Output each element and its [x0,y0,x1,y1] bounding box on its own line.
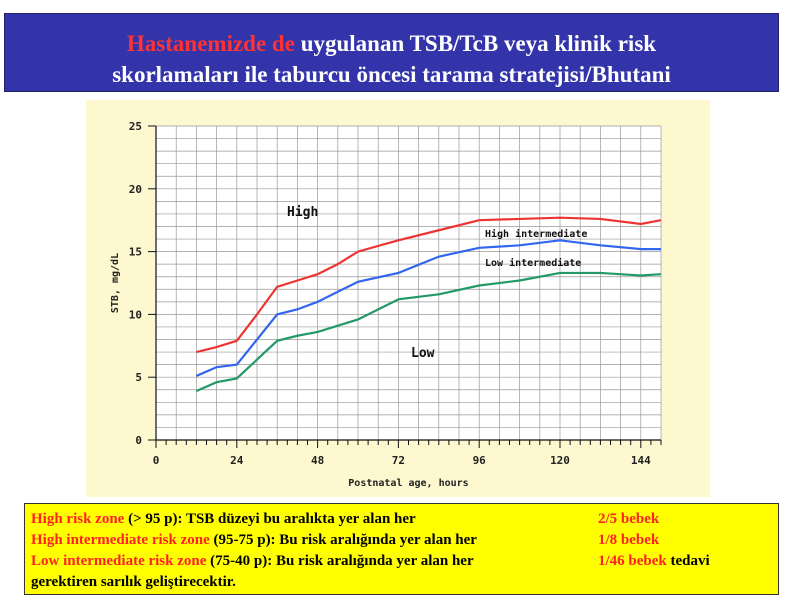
x-tick-label: 120 [550,454,570,467]
legend-count: 2/5 bebek [598,511,660,527]
title-highlight: Hastanemizde de [126,31,295,56]
x-tick-label: 72 [392,454,405,467]
y-tick-label: 0 [135,434,142,447]
legend-zone-name: High intermediate risk zone [31,532,210,548]
risk-zone-legend: High risk zone (> 95 p): TSB düzeyi bu a… [24,503,779,595]
legend-count-group: 2/5 bebek [598,509,659,530]
chart-panel: 0 5 10 15 20 25 0 24 48 72 96 120 144 Postnatal age,… [86,100,710,497]
y-tick-label: 15 [129,246,142,259]
x-tick-label: 48 [311,454,324,467]
legend-zone-desc: (> 95 p): TSB düzeyi bu aralıkta yer ala… [124,511,416,527]
legend-zone-desc: (75-40 p): Bu risk aralığında yer alan h… [206,553,474,569]
y-tick-label: 5 [135,371,142,384]
y-axis-title: STB, mg/dL [110,253,121,313]
zone-label-3: Low [411,346,435,361]
y-tick-label: 25 [129,120,142,133]
legend-row-low-intermediate: Low intermediate risk zone (75-40 p): Bu… [31,551,772,572]
zone-label-1: High intermediate [485,228,587,240]
chart-labels: Postnatal age, hours STB, mg/dL High High i… [110,205,587,489]
x-axis-title: Postnatal age, hours [348,478,468,489]
y-tick-label: 10 [129,308,142,321]
x-tick-label: 96 [473,454,487,467]
legend-row-high-intermediate: High intermediate risk zone (95-75 p): B… [31,530,772,551]
chart-grid [155,125,662,441]
title-line-2: skorlamaları ile taburcu öncesi tarama s… [112,62,671,87]
legend-tail: tedavi [666,553,710,569]
legend-row-high: High risk zone (> 95 p): TSB düzeyi bu a… [31,509,772,530]
series-line-0 [196,216,662,354]
series-line-1 [195,239,661,377]
legend-count: 1/8 bebek [598,532,660,548]
legend-count-group: 1/46 bebek tedavi [598,551,710,572]
series-line-2 [195,271,662,393]
legend-zone-desc: (95-75 p): Bu risk aralığında yer alan h… [209,532,477,548]
title-line-1: Hastanemizde de uygulanan TSB/TcB veya k… [5,28,778,59]
plot-background [156,126,661,440]
zone-label-2: Low intermediate [485,257,581,269]
x-tick-label: 24 [230,454,244,467]
x-tick-label: 0 [153,454,160,467]
legend-count: 1/46 bebek [598,553,667,569]
zone-label-0: High [287,205,318,220]
chart-axes: 0 5 10 15 20 25 0 24 48 72 96 120 144 [129,120,662,467]
chart-series [195,216,662,393]
legend-zone-name: High risk zone [31,511,125,527]
y-tick-label: 20 [129,183,142,196]
bilirubin-nomogram-chart: 0 5 10 15 20 25 0 24 48 72 96 120 144 Postnatal age,… [110,120,662,489]
slide-title: Hastanemizde de uygulanan TSB/TcB veya k… [4,13,779,92]
legend-count-group: 1/8 bebek [598,530,659,551]
legend-zone-name: Low intermediate risk zone [31,553,207,569]
title-line-1-rest: uygulanan TSB/TcB veya klinik risk [294,31,657,56]
legend-last-line: gerektiren sarılık geliştirecektir. [31,574,236,590]
x-tick-label: 144 [631,454,651,467]
